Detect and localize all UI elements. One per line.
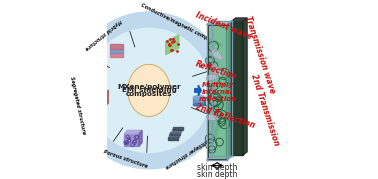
Text: Multilayer structure: Multilayer structure	[164, 135, 213, 169]
Text: 2nd Reflection: 2nd Reflection	[194, 102, 256, 130]
Polygon shape	[91, 94, 108, 96]
Text: Porous structure: Porous structure	[102, 149, 148, 169]
Polygon shape	[168, 137, 178, 140]
Text: Multiply
internal
reflection: Multiply internal reflection	[198, 82, 237, 102]
Polygon shape	[110, 49, 123, 53]
Bar	[208, 25, 226, 159]
Polygon shape	[208, 21, 231, 25]
Bar	[194, 97, 205, 105]
Text: 2nd Transmission: 2nd Transmission	[249, 73, 281, 147]
Text: EMI shielding: EMI shielding	[122, 87, 177, 93]
Polygon shape	[211, 49, 223, 61]
Polygon shape	[110, 53, 123, 57]
Text: Hybrid structure: Hybrid structure	[84, 18, 122, 50]
Polygon shape	[169, 134, 179, 137]
Text: MXene/polymer: MXene/polymer	[117, 84, 181, 90]
Polygon shape	[166, 35, 179, 55]
Bar	[124, 134, 139, 146]
Text: skin depth: skin depth	[197, 170, 237, 179]
Polygon shape	[226, 21, 231, 159]
Polygon shape	[243, 18, 247, 155]
Polygon shape	[170, 132, 180, 135]
Polygon shape	[206, 74, 217, 81]
Text: Homogeneous structure: Homogeneous structure	[211, 72, 230, 139]
Polygon shape	[206, 114, 217, 120]
Polygon shape	[139, 130, 142, 146]
Bar	[231, 21, 243, 155]
Text: Incident wave: Incident wave	[195, 11, 254, 41]
Text: Segregated structure: Segregated structure	[69, 76, 86, 135]
Circle shape	[87, 28, 211, 153]
Text: Transmission wave: Transmission wave	[243, 15, 277, 94]
Polygon shape	[172, 129, 181, 132]
Circle shape	[71, 12, 228, 169]
Polygon shape	[211, 65, 223, 77]
Ellipse shape	[194, 96, 205, 99]
Text: composites: composites	[126, 91, 172, 97]
Text: Reflection: Reflection	[194, 59, 238, 81]
Bar	[91, 96, 105, 107]
Text: skin depth: skin depth	[197, 163, 237, 172]
Polygon shape	[173, 127, 183, 130]
Polygon shape	[110, 44, 123, 49]
Ellipse shape	[128, 64, 170, 117]
Ellipse shape	[194, 103, 205, 106]
Polygon shape	[124, 130, 142, 134]
Polygon shape	[105, 90, 108, 107]
Text: Conductive/magnetic composites: Conductive/magnetic composites	[140, 3, 224, 48]
Polygon shape	[231, 18, 247, 21]
FancyArrow shape	[195, 85, 201, 96]
